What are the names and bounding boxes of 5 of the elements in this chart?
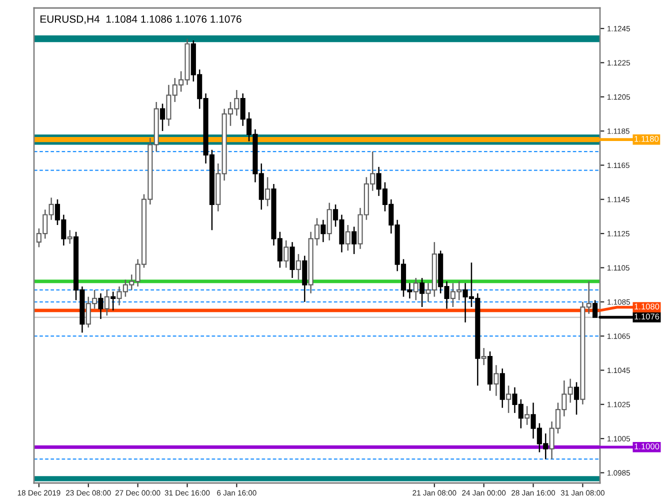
band-label: 1.1000 (634, 443, 660, 450)
ref-line-label: 1.1076 (634, 314, 660, 320)
band-label: 1.1080 (634, 304, 660, 310)
band-label: 1.1180 (634, 136, 659, 142)
text: EURUSD,H4 1.1084 1.1086 1.1076 1.1076 (40, 15, 242, 24)
